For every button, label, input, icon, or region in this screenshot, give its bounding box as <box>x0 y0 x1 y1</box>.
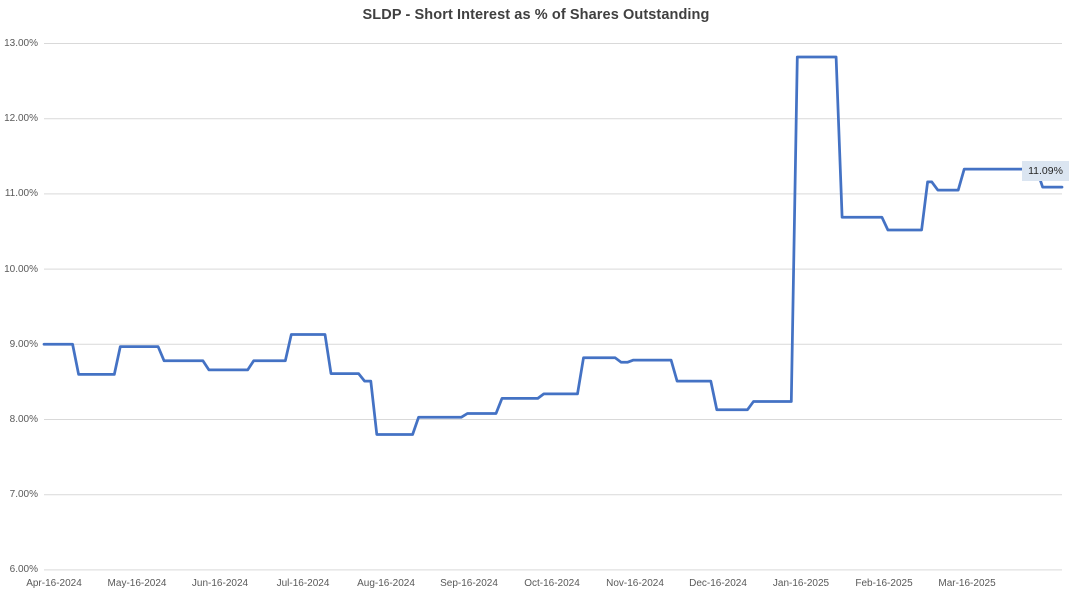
y-tick-label: 6.00% <box>9 564 38 576</box>
y-tick-label: 12.00% <box>4 113 38 125</box>
y-tick-label: 8.00% <box>9 414 38 425</box>
y-tick-label: 10.00% <box>4 263 38 275</box>
end-value-label: 11.09% <box>1022 161 1069 181</box>
gridlines <box>44 43 1062 571</box>
y-tick-label: 7.00% <box>9 489 38 501</box>
y-tick-label: 11.00% <box>4 188 38 200</box>
y-tick-label: 13.00% <box>4 38 38 49</box>
y-tick-label: 9.00% <box>9 338 38 350</box>
chart-title: SLDP - Short Interest as % of Shares Out… <box>362 7 710 23</box>
series-line <box>42 55 1064 436</box>
